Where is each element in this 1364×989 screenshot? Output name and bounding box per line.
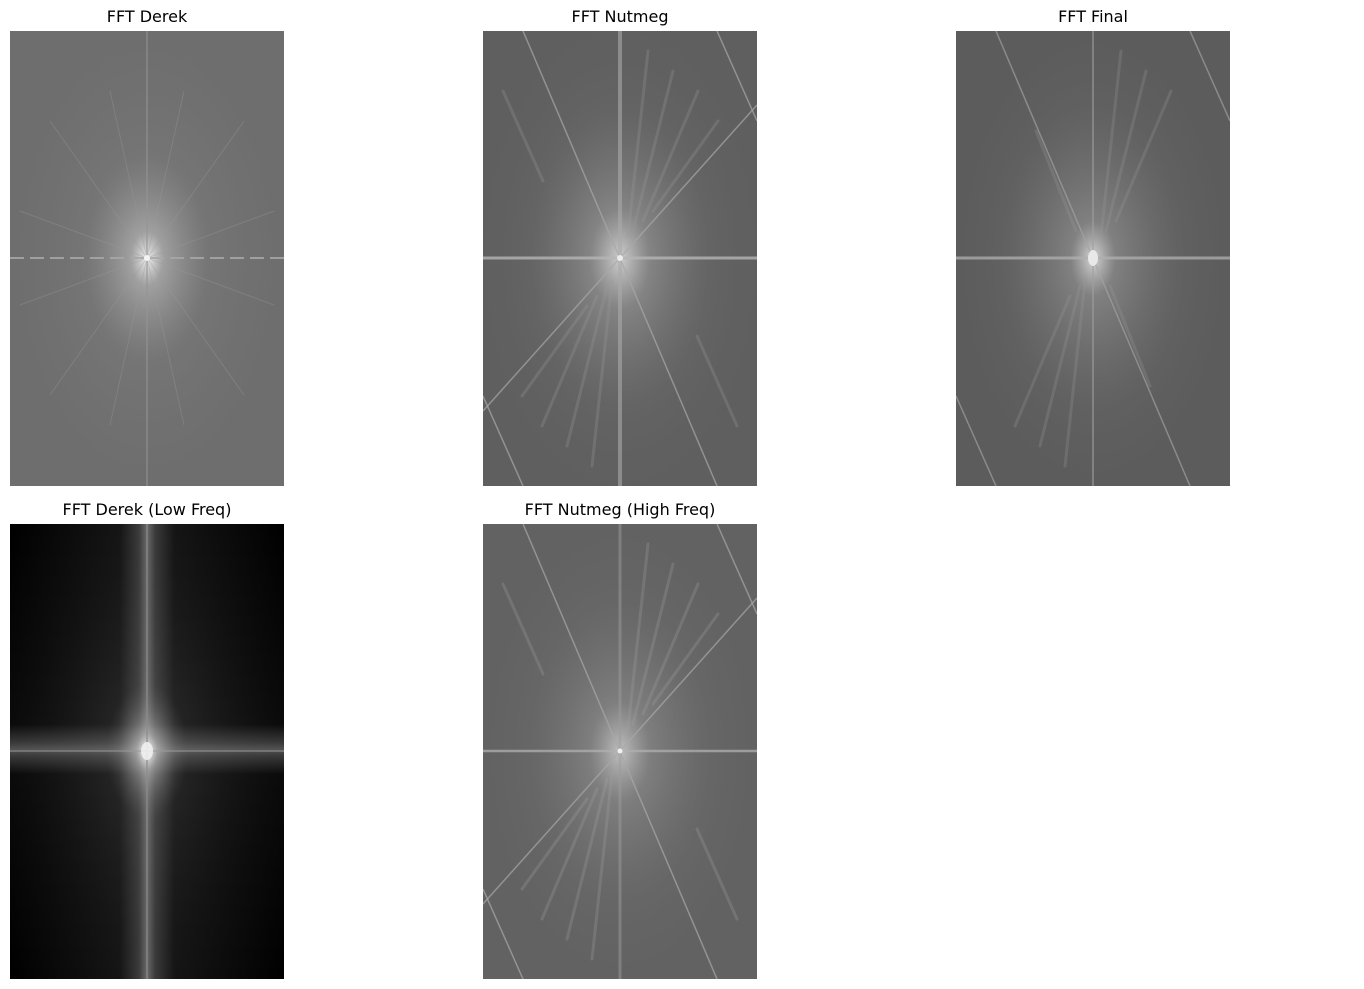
panel-fft-nutmeg-high-freq: FFT Nutmeg (High Freq) — [483, 500, 757, 979]
panel-fft-derek: FFT Derek — [10, 7, 284, 486]
fft-final-spectrum — [956, 31, 1230, 486]
panel-title: FFT Derek — [106, 7, 188, 26]
panel-title: FFT Derek (Low Freq) — [62, 500, 232, 519]
panel-title: FFT Final — [1058, 7, 1128, 26]
panel-fft-final: FFT Final — [956, 7, 1230, 486]
fft-derek-spectrum — [10, 31, 284, 486]
panel-fft-derek-low-freq: FFT Derek (Low Freq) — [10, 500, 284, 979]
fft-derek-low-freq-spectrum — [10, 524, 284, 979]
fft-nutmeg-high-freq-spectrum — [483, 524, 757, 979]
fft-nutmeg-spectrum — [483, 31, 757, 486]
panel-title: FFT Nutmeg (High Freq) — [524, 500, 716, 519]
panel-fft-nutmeg: FFT Nutmeg — [483, 7, 757, 486]
panel-title: FFT Nutmeg — [571, 7, 669, 26]
